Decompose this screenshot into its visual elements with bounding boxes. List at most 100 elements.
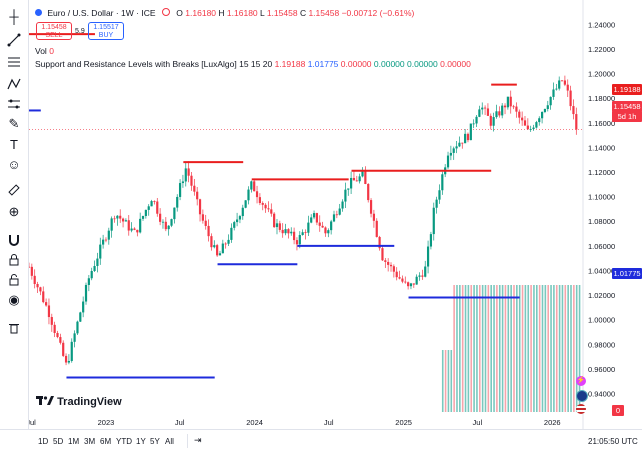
candle-body <box>36 284 39 288</box>
y-tick-label: 0.94000 <box>588 390 615 399</box>
candle-body <box>298 235 301 245</box>
sell-button[interactable]: 1.15458 SELL <box>36 22 72 40</box>
candle-body <box>210 236 213 248</box>
volume-bar <box>573 285 575 412</box>
candle-body <box>521 117 524 121</box>
candle-body <box>119 215 122 219</box>
range-1m[interactable]: 1M <box>68 437 80 446</box>
range-5d[interactable]: 5D <box>53 437 64 446</box>
candle-body <box>267 208 270 210</box>
event-eu-flag-icon[interactable] <box>576 390 588 402</box>
candle-body <box>563 80 566 85</box>
candle-body <box>310 217 313 223</box>
candle-body <box>375 220 378 237</box>
resistance-price-label: 1.19188 <box>612 84 642 95</box>
crosshair-icon[interactable]: ┼ <box>9 8 19 24</box>
eye-icon[interactable]: ◉ <box>8 292 20 307</box>
candle-body <box>161 221 165 223</box>
pattern-icon[interactable] <box>4 74 24 94</box>
candle-body <box>552 89 555 97</box>
brush-icon[interactable]: ✎ <box>8 116 20 131</box>
candle-body <box>549 96 552 106</box>
volume-bar <box>501 285 504 412</box>
y-tick-label: 1.14000 <box>588 143 615 152</box>
candle-body <box>461 142 464 144</box>
buy-button[interactable]: 1.15517 BUY <box>88 22 124 40</box>
unlock-icon[interactable] <box>4 270 24 290</box>
candle-body <box>409 283 413 287</box>
candle-body <box>324 227 327 234</box>
candle-body <box>255 191 259 198</box>
candle-body <box>110 218 113 231</box>
volume-bar <box>444 350 447 412</box>
candle-body <box>492 117 495 126</box>
candle-body <box>136 229 139 233</box>
volume-bar <box>570 285 572 412</box>
candle-body <box>67 360 71 363</box>
range-3m[interactable]: 3M <box>84 437 96 446</box>
trendline-icon[interactable] <box>4 30 24 50</box>
candle-body <box>53 324 56 333</box>
candle-body <box>102 239 105 245</box>
volume-bar <box>527 285 530 412</box>
candle-body <box>483 107 487 109</box>
candle-body <box>464 133 467 144</box>
candle-body <box>367 184 370 201</box>
event-us-flag-icon[interactable] <box>576 404 586 414</box>
emoji-icon[interactable]: ☺ <box>7 156 21 172</box>
candle-body <box>47 305 51 318</box>
candle-body <box>187 168 190 176</box>
volume-bar <box>487 285 490 412</box>
candle-body <box>364 171 367 185</box>
candle-body <box>321 225 324 228</box>
candle-body <box>253 181 256 192</box>
candle-body <box>458 142 461 147</box>
candle-body <box>435 199 438 208</box>
range-5y[interactable]: 5Y <box>150 437 160 446</box>
candle-body <box>381 248 384 261</box>
candle-body <box>312 213 316 218</box>
date-range-icon[interactable]: ⇥ <box>194 435 202 445</box>
trash-icon[interactable] <box>4 318 24 338</box>
ruler-icon[interactable] <box>4 180 24 200</box>
candle-body <box>198 199 202 215</box>
candle-body <box>398 277 401 279</box>
range-1y[interactable]: 1Y <box>136 437 146 446</box>
magnet-icon[interactable] <box>4 230 24 250</box>
candle-body <box>338 208 341 215</box>
fib-icon[interactable] <box>4 52 24 72</box>
divider <box>187 434 188 448</box>
measure-icon[interactable] <box>4 94 24 114</box>
text-icon[interactable]: T <box>10 136 18 152</box>
candle-body <box>90 271 93 279</box>
volume-bar <box>478 285 481 412</box>
event-flash-icon[interactable]: ⚡ <box>576 376 586 386</box>
range-all[interactable]: All <box>165 437 174 446</box>
range-1d[interactable]: 1D <box>38 437 49 446</box>
volume-bar <box>516 285 518 412</box>
volume-bar <box>530 285 532 412</box>
range-ytd[interactable]: YTD <box>116 437 132 446</box>
zoom-icon[interactable]: ⊕ <box>8 204 20 219</box>
candle-body <box>558 80 561 89</box>
candle-body <box>347 188 350 190</box>
lock-icon[interactable] <box>4 250 24 270</box>
y-tick-label: 1.08000 <box>588 217 615 226</box>
candle-body <box>532 127 535 130</box>
candle-body <box>401 278 404 282</box>
x-tick-label: 2023 <box>98 418 115 427</box>
candle-body <box>264 204 267 209</box>
candle-body <box>384 260 387 262</box>
candle-body <box>575 114 578 130</box>
volume-bar <box>459 285 461 412</box>
tradingview-logo-text: TradingView <box>57 396 122 408</box>
volume-bar <box>507 285 510 412</box>
candle-body <box>378 236 381 249</box>
candle-body <box>515 106 518 112</box>
candle-body <box>87 278 90 285</box>
candle-body <box>113 218 116 220</box>
price-chart[interactable]: 1.24000 1.22000 1.20000 1.18000 1.16000 1.140… <box>29 0 642 429</box>
range-6m[interactable]: 6M <box>100 437 112 446</box>
candle-body <box>540 111 544 119</box>
candle-body <box>178 183 182 197</box>
